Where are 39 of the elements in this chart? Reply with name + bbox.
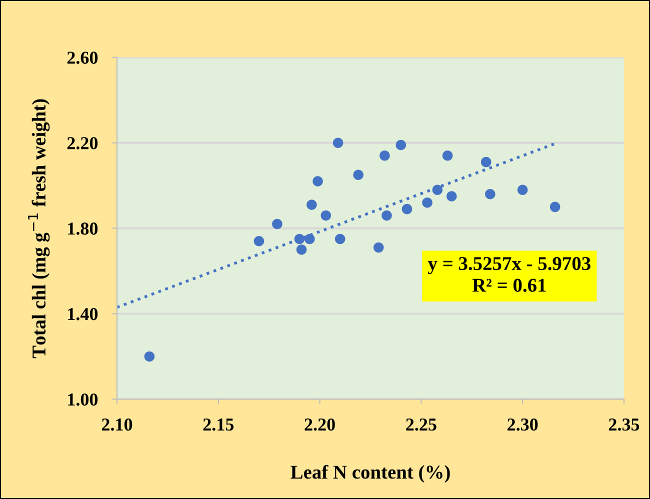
point xyxy=(272,218,282,230)
y-tick-label: 2.20 xyxy=(67,137,98,150)
point xyxy=(304,234,315,244)
point xyxy=(332,138,344,148)
point xyxy=(254,236,264,246)
y-tick-label: 1.80 xyxy=(68,222,98,235)
point xyxy=(320,210,332,221)
y-axis-title: Total chl (mg g$^{−1}$ fresh weight) xyxy=(28,99,50,358)
point xyxy=(480,156,492,168)
y-tick-label: 1.40 xyxy=(68,308,98,320)
point xyxy=(442,150,453,161)
point xyxy=(446,191,457,202)
y-tick-label: 1.00 xyxy=(68,393,98,406)
point xyxy=(294,234,305,244)
point xyxy=(353,170,364,180)
y-tick-label: 2.60 xyxy=(67,52,98,64)
point xyxy=(550,202,560,212)
point xyxy=(296,244,307,255)
point xyxy=(312,176,323,186)
x-tick-label: 2.10 xyxy=(102,418,132,431)
x-axis-title: Leaf N content (%) xyxy=(290,464,450,483)
x-tick-label: 2.35 xyxy=(608,418,640,431)
point xyxy=(380,150,390,161)
x-tick-label: 2.30 xyxy=(508,418,538,431)
point xyxy=(144,351,155,362)
x-tick-label: 2.20 xyxy=(304,418,335,431)
annotation: y = 3.5257x - 5.9703 R² = 0.61 xyxy=(428,256,590,292)
point xyxy=(432,184,443,195)
point xyxy=(422,198,432,208)
point xyxy=(402,204,412,214)
point xyxy=(396,140,406,150)
x-tick-label: 2.25 xyxy=(406,418,436,431)
point xyxy=(517,184,528,195)
point xyxy=(485,188,496,200)
point xyxy=(382,210,392,221)
point xyxy=(306,200,317,210)
x-tick-label: 2.15 xyxy=(203,418,234,431)
point xyxy=(334,234,346,244)
point xyxy=(373,242,384,253)
